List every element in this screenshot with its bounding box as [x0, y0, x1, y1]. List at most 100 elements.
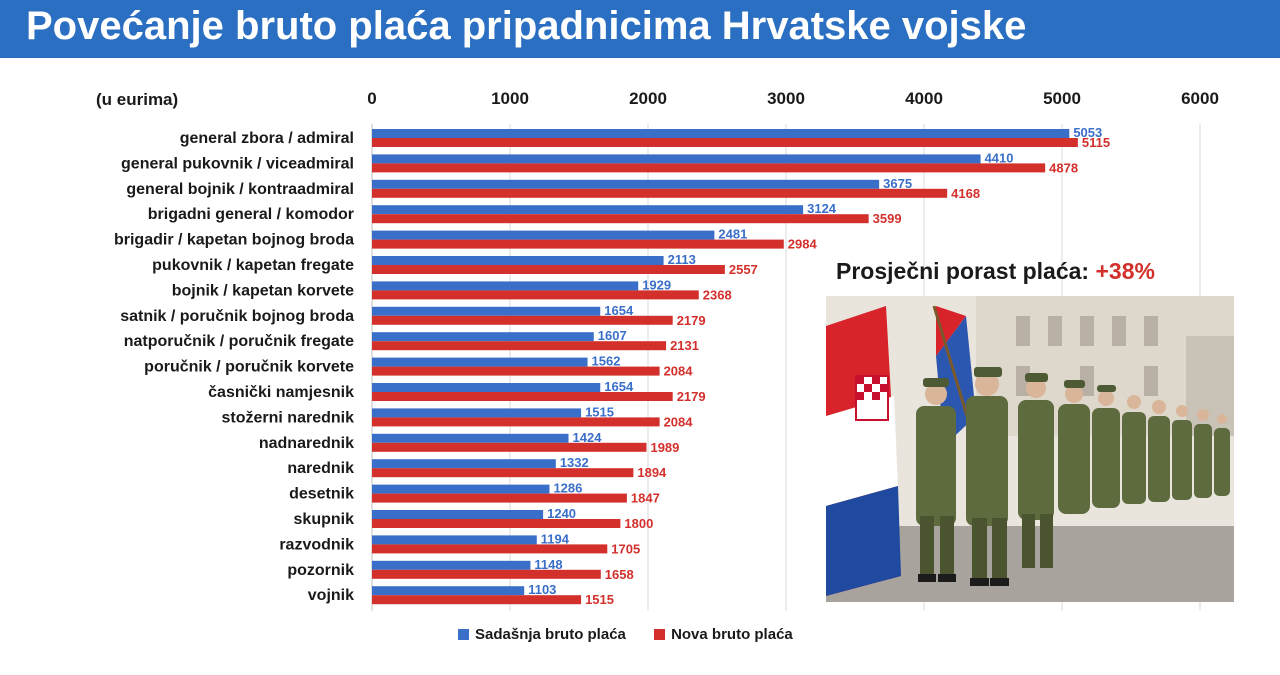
category-label: poručnik / poručnik korvete — [144, 359, 354, 376]
data-label-current: 1194 — [541, 531, 570, 546]
data-label-new: 2084 — [664, 414, 694, 429]
bar-new — [372, 493, 627, 503]
bar-current — [372, 560, 531, 570]
data-label-current: 1562 — [592, 354, 621, 369]
category-label: satnik / poručnik bojnog broda — [120, 308, 354, 325]
data-label-new: 4168 — [951, 186, 980, 201]
bar-new — [372, 468, 634, 478]
data-label-current: 1607 — [598, 328, 627, 343]
bar-current — [372, 484, 550, 494]
category-label: brigadni general / komodor — [148, 206, 354, 223]
data-label-current: 1148 — [534, 557, 562, 572]
data-label-current: 3124 — [807, 201, 837, 216]
data-label-current: 1424 — [573, 430, 603, 445]
data-label-new: 1705 — [611, 541, 640, 556]
chart-legend: Sadašnja bruto plaća Nova bruto plaća — [458, 626, 817, 643]
data-label-new: 5115 — [1082, 135, 1110, 150]
data-label-current: 1286 — [553, 481, 582, 496]
data-label-current: 2113 — [668, 252, 696, 267]
bar-current — [372, 510, 544, 519]
x-tick-label: 0 — [367, 89, 376, 108]
average-growth-value: +38% — [1095, 258, 1155, 284]
x-tick-label: 3000 — [767, 89, 805, 108]
data-label-current: 1929 — [642, 277, 671, 292]
data-label-new: 1894 — [637, 465, 667, 480]
bar-new — [372, 163, 1046, 173]
bar-current — [372, 433, 569, 443]
average-growth-annotation: Prosječni porast plaća: +38% — [836, 258, 1155, 285]
bar-new — [372, 417, 660, 427]
category-label: nadnarednik — [259, 435, 354, 452]
category-label: stožerni narednik — [222, 409, 355, 426]
data-label-new: 2368 — [703, 287, 732, 302]
bar-new — [372, 442, 647, 452]
category-label: brigadir / kapetan bojnog broda — [114, 232, 354, 249]
bar-new — [372, 595, 582, 605]
legend-label-current: Sadašnja bruto plaća — [475, 626, 626, 643]
data-label-new: 3599 — [873, 211, 902, 226]
data-label-new: 2131 — [670, 338, 699, 353]
data-label-new: 4878 — [1049, 160, 1078, 175]
bar-current — [372, 306, 601, 316]
data-label-current: 1332 — [560, 455, 589, 470]
x-tick-label: 4000 — [905, 89, 943, 108]
bar-new — [372, 239, 784, 249]
data-label-current: 5053 — [1073, 125, 1102, 140]
bar-current — [372, 332, 594, 342]
unit-label: (u eurima) — [96, 90, 179, 109]
category-label: pozornik — [287, 562, 354, 579]
bar-current — [372, 586, 525, 596]
bar-current — [372, 535, 537, 545]
soldier-parade-photo — [826, 296, 1234, 602]
category-label: desetnik — [289, 486, 354, 503]
bar-current — [372, 459, 556, 469]
bar-new — [372, 366, 660, 376]
bar-new — [372, 188, 948, 198]
data-label-current: 2481 — [718, 227, 747, 242]
parade-illustration — [826, 296, 1234, 602]
x-tick-label: 1000 — [491, 89, 529, 108]
average-growth-label: Prosječni porast plaća: — [836, 258, 1090, 284]
bar-current — [372, 383, 601, 392]
category-label: general zbora / admiral — [180, 130, 354, 147]
category-label: pukovnik / kapetan fregate — [152, 257, 354, 274]
category-label: razvodnik — [279, 536, 354, 553]
category-label: časnički namjesnik — [208, 384, 354, 401]
data-label-current: 1515 — [585, 404, 614, 419]
x-tick-label: 5000 — [1043, 89, 1081, 108]
bar-new — [372, 544, 608, 554]
bar-new — [372, 341, 667, 351]
salary-bar-chart: 0 1000 2000 3000 4000 5000 6000 general zbora /… — [114, 89, 1219, 611]
bar-new — [372, 519, 621, 528]
data-label-new: 1515 — [585, 592, 614, 607]
bar-new — [372, 214, 869, 224]
data-label-current: 1240 — [547, 506, 576, 521]
data-label-current: 3675 — [883, 176, 912, 191]
bar-new — [372, 569, 601, 579]
bar-current — [372, 357, 588, 367]
data-label-current: 4410 — [985, 150, 1014, 165]
legend-item-new: Nova bruto plaća — [654, 626, 793, 643]
category-label: bojnik / kapetan korvete — [172, 282, 354, 299]
bar-new — [372, 392, 673, 401]
title-banner: Povećanje bruto plaća pripadnicima Hrvat… — [0, 0, 1280, 58]
bar-current — [372, 129, 1070, 138]
bar-current — [372, 205, 804, 215]
data-label-new: 1847 — [631, 491, 660, 506]
bar-new — [372, 265, 725, 274]
category-label: natporučnik / poručnik fregate — [124, 333, 354, 350]
data-label-new: 2984 — [788, 237, 818, 252]
data-label-new: 1989 — [650, 440, 679, 455]
legend-swatch-current — [458, 629, 469, 640]
data-label-new: 2179 — [677, 313, 706, 328]
bar-new — [372, 315, 673, 325]
data-label-new: 2179 — [677, 389, 706, 404]
x-tick-label: 2000 — [629, 89, 667, 108]
data-label-current: 1654 — [604, 303, 634, 318]
bar-current — [372, 154, 981, 164]
category-label: general bojnik / kontraadmiral — [126, 181, 354, 198]
bar-current — [372, 230, 715, 240]
legend-label-new: Nova bruto plaća — [671, 626, 793, 643]
data-label-new: 2084 — [664, 364, 694, 379]
data-label-new: 1658 — [605, 567, 634, 582]
